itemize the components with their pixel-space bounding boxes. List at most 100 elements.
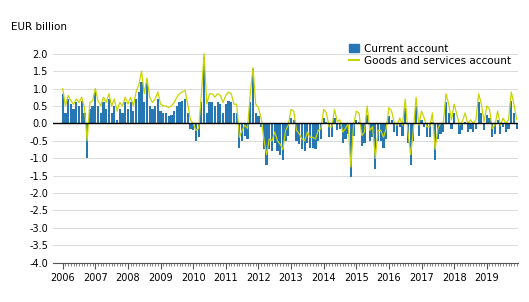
Bar <box>363 123 366 143</box>
Bar <box>138 92 140 123</box>
Bar <box>279 123 281 155</box>
Bar <box>121 113 124 123</box>
Bar <box>352 123 354 136</box>
Bar <box>374 123 377 169</box>
Bar <box>453 113 455 123</box>
Bar <box>273 123 276 143</box>
Bar <box>437 123 439 139</box>
Bar <box>97 106 99 123</box>
Bar <box>230 102 232 123</box>
Bar <box>431 122 433 123</box>
Bar <box>149 106 151 123</box>
Bar <box>151 109 153 123</box>
Bar <box>347 123 349 134</box>
Bar <box>222 113 224 123</box>
Bar <box>328 123 330 137</box>
Bar <box>84 113 86 123</box>
Bar <box>293 120 295 123</box>
Bar <box>140 82 143 123</box>
Bar <box>366 115 368 123</box>
Bar <box>130 102 132 123</box>
Bar <box>415 106 417 123</box>
Bar <box>197 123 200 137</box>
Bar <box>244 123 246 136</box>
Bar <box>75 102 77 123</box>
Bar <box>176 106 178 123</box>
Bar <box>195 123 197 141</box>
Bar <box>459 123 461 134</box>
Bar <box>331 123 333 137</box>
Bar <box>371 123 373 137</box>
Bar <box>254 113 257 123</box>
Bar <box>143 102 145 123</box>
Bar <box>287 123 289 136</box>
Bar <box>480 113 482 123</box>
Text: EUR billion: EUR billion <box>11 22 67 32</box>
Bar <box>216 102 219 123</box>
Bar <box>483 123 485 130</box>
Bar <box>72 109 75 123</box>
Bar <box>116 120 118 123</box>
Bar <box>65 113 67 123</box>
Bar <box>339 123 341 129</box>
Bar <box>402 123 404 136</box>
Bar <box>290 118 292 123</box>
Bar <box>478 102 480 123</box>
Bar <box>80 101 83 123</box>
Bar <box>124 102 126 123</box>
Bar <box>146 83 148 123</box>
Bar <box>494 123 496 134</box>
Bar <box>165 113 167 123</box>
Bar <box>418 123 420 136</box>
Bar <box>513 113 515 123</box>
Bar <box>516 123 518 129</box>
Bar <box>178 102 181 123</box>
Bar <box>309 123 311 148</box>
Bar <box>206 113 208 123</box>
Bar <box>157 99 159 123</box>
Bar <box>127 109 129 123</box>
Bar <box>260 123 262 127</box>
Bar <box>301 123 303 149</box>
Bar <box>304 123 306 151</box>
Bar <box>467 123 469 132</box>
Bar <box>469 123 471 129</box>
Bar <box>105 109 107 123</box>
Bar <box>233 113 235 123</box>
Bar <box>184 99 186 123</box>
Bar <box>162 113 165 123</box>
Bar <box>187 113 189 123</box>
Bar <box>342 123 344 143</box>
Bar <box>189 123 191 129</box>
Bar <box>510 101 513 123</box>
Bar <box>344 123 346 139</box>
Bar <box>491 123 494 137</box>
Bar <box>227 101 230 123</box>
Bar <box>211 102 213 123</box>
Bar <box>94 92 96 123</box>
Bar <box>442 123 444 132</box>
Bar <box>421 120 423 123</box>
Bar <box>271 123 273 151</box>
Bar <box>445 102 447 123</box>
Bar <box>426 123 428 137</box>
Bar <box>380 123 382 141</box>
Bar <box>192 123 194 130</box>
Bar <box>67 99 69 123</box>
Bar <box>423 123 425 127</box>
Bar <box>404 108 406 123</box>
Bar <box>102 102 105 123</box>
Bar <box>268 123 270 149</box>
Bar <box>159 111 162 123</box>
Bar <box>488 118 490 123</box>
Bar <box>108 99 110 123</box>
Bar <box>350 123 352 177</box>
Bar <box>312 123 314 148</box>
Bar <box>499 123 501 134</box>
Bar <box>355 120 358 123</box>
Bar <box>412 123 415 141</box>
Bar <box>247 123 249 139</box>
Bar <box>154 106 156 123</box>
Bar <box>388 116 390 123</box>
Bar <box>173 111 175 123</box>
